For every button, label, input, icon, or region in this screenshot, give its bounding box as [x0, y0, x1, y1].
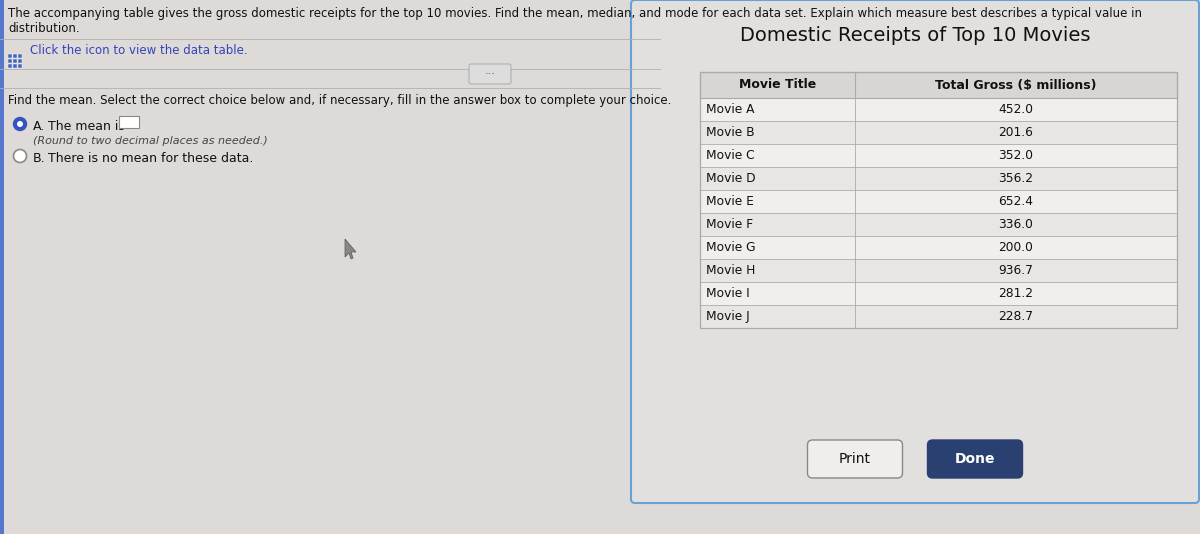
Text: 228.7: 228.7: [998, 310, 1033, 323]
FancyBboxPatch shape: [631, 0, 1199, 503]
FancyBboxPatch shape: [469, 64, 511, 84]
Text: 356.2: 356.2: [998, 172, 1033, 185]
Bar: [18, 64, 22, 68]
Bar: [700, 190, 1177, 213]
Text: Movie A: Movie A: [706, 103, 755, 116]
Bar: [700, 305, 1177, 328]
Text: 200.0: 200.0: [998, 241, 1033, 254]
Text: Movie Title: Movie Title: [739, 78, 816, 91]
Bar: [119, 116, 139, 128]
Text: 201.6: 201.6: [998, 126, 1033, 139]
Text: The mean is: The mean is: [44, 120, 125, 133]
Text: Done: Done: [955, 452, 995, 466]
Text: Movie C: Movie C: [706, 149, 755, 162]
Bar: [700, 236, 1177, 259]
Bar: [13, 64, 17, 68]
Bar: [700, 213, 1177, 236]
Text: There is no mean for these data.: There is no mean for these data.: [44, 152, 253, 165]
Text: 352.0: 352.0: [998, 149, 1033, 162]
Polygon shape: [346, 239, 356, 259]
Text: 452.0: 452.0: [998, 103, 1033, 116]
Bar: [700, 282, 1177, 305]
Bar: [13, 59, 17, 63]
Text: B.: B.: [34, 152, 46, 165]
Text: 652.4: 652.4: [998, 195, 1033, 208]
Text: A.: A.: [34, 120, 46, 133]
Text: Movie E: Movie E: [706, 195, 754, 208]
Text: Movie B: Movie B: [706, 126, 755, 139]
Text: Movie H: Movie H: [706, 264, 755, 277]
Text: 281.2: 281.2: [998, 287, 1033, 300]
Text: ···: ···: [485, 69, 496, 79]
Bar: [700, 72, 1177, 328]
Text: Movie G: Movie G: [706, 241, 756, 254]
FancyBboxPatch shape: [928, 440, 1022, 478]
Circle shape: [17, 121, 23, 127]
Text: distribution.: distribution.: [8, 22, 79, 35]
Bar: [700, 167, 1177, 190]
Text: Find the mean. Select the correct choice below and, if necessary, fill in the an: Find the mean. Select the correct choice…: [8, 94, 671, 107]
Text: 336.0: 336.0: [998, 218, 1033, 231]
Text: Total Gross ($ millions): Total Gross ($ millions): [935, 78, 1097, 91]
Text: Movie J: Movie J: [706, 310, 750, 323]
Circle shape: [13, 117, 26, 130]
Bar: [700, 259, 1177, 282]
Bar: [700, 144, 1177, 167]
Bar: [700, 72, 1177, 98]
FancyBboxPatch shape: [808, 440, 902, 478]
Text: Movie I: Movie I: [706, 287, 750, 300]
Bar: [13, 54, 17, 58]
Bar: [18, 59, 22, 63]
Circle shape: [13, 150, 26, 162]
Bar: [700, 121, 1177, 144]
Text: Domestic Receipts of Top 10 Movies: Domestic Receipts of Top 10 Movies: [739, 26, 1091, 45]
Text: (Round to two decimal places as needed.): (Round to two decimal places as needed.): [34, 136, 268, 146]
Bar: [8, 54, 12, 58]
Text: Movie F: Movie F: [706, 218, 754, 231]
Bar: [8, 59, 12, 63]
Text: 936.7: 936.7: [998, 264, 1033, 277]
Bar: [8, 64, 12, 68]
Bar: [18, 54, 22, 58]
Bar: [700, 98, 1177, 121]
Text: Print: Print: [839, 452, 871, 466]
Text: Movie D: Movie D: [706, 172, 756, 185]
Bar: [638, 7, 1198, 502]
Text: Click the icon to view the data table.: Click the icon to view the data table.: [30, 44, 247, 58]
Bar: [0, 0, 4, 534]
Bar: [0, 0, 660, 534]
Text: The accompanying table gives the gross domestic receipts for the top 10 movies. : The accompanying table gives the gross d…: [8, 7, 1142, 20]
